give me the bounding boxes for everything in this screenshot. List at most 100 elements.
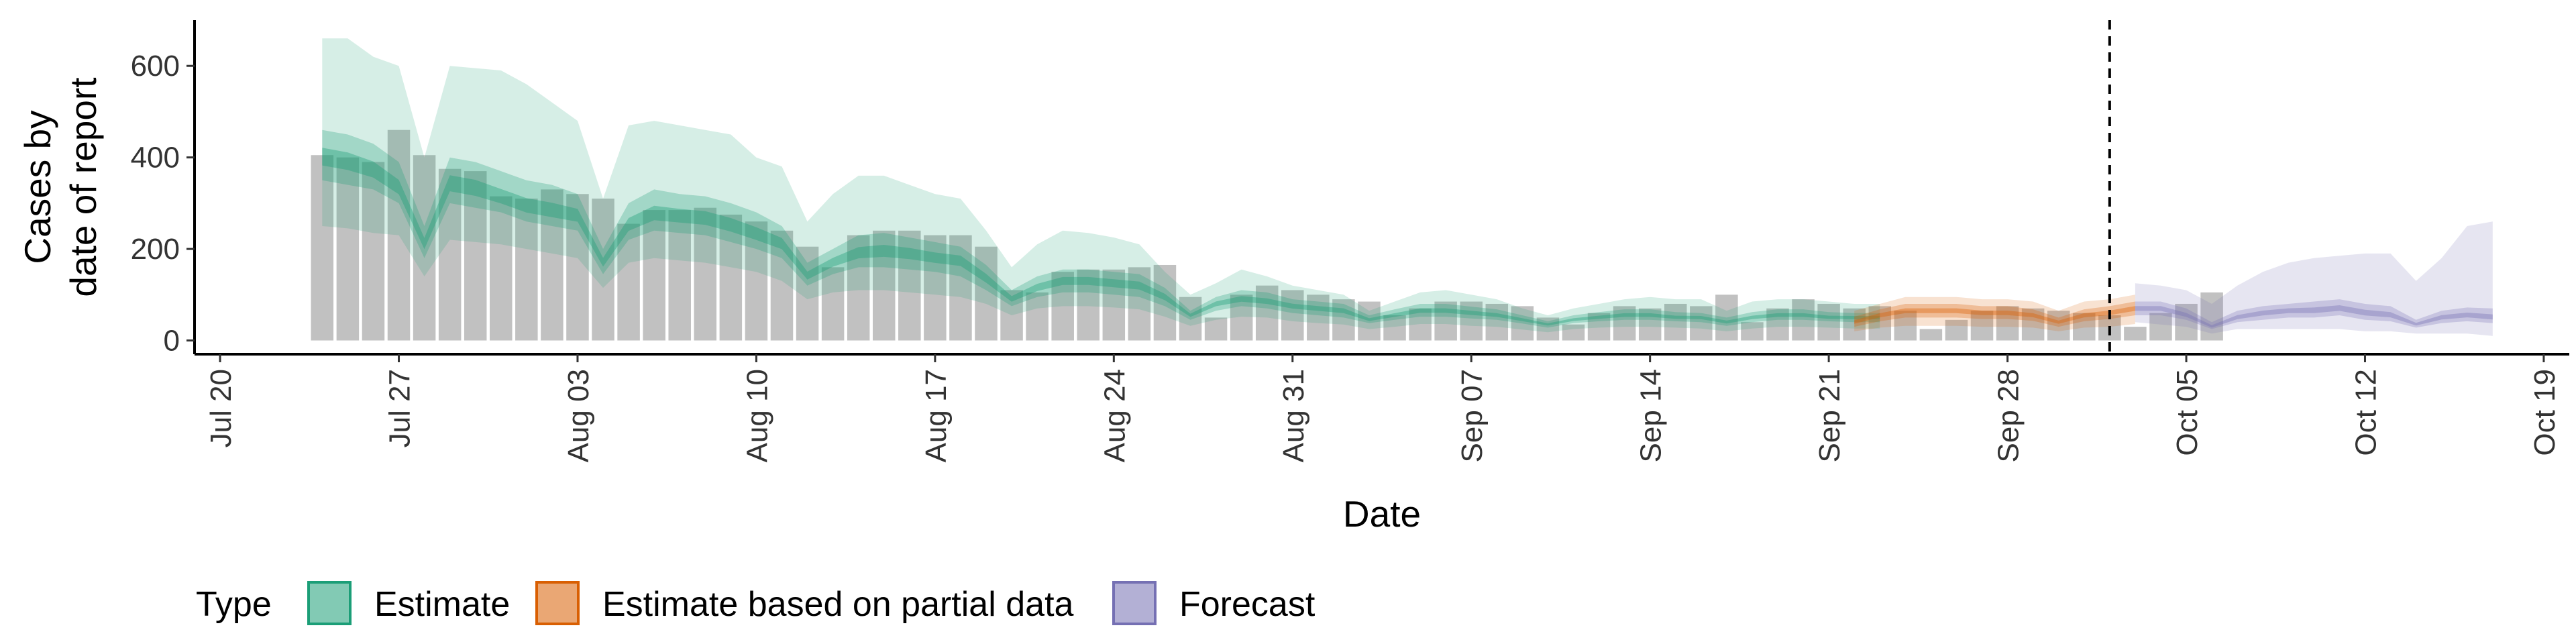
bar — [1051, 272, 1074, 341]
bar — [336, 157, 360, 341]
bar — [1000, 290, 1023, 341]
bar — [464, 171, 487, 341]
x-tick-label: Aug 17 — [920, 369, 953, 462]
bar — [821, 267, 845, 341]
bar — [541, 189, 564, 341]
bar — [745, 221, 768, 341]
x-tick-label: Oct 19 — [2528, 369, 2561, 456]
bar — [1715, 294, 1738, 341]
bar — [362, 162, 385, 341]
bar — [1664, 303, 1687, 341]
estimate-ribbon-90 — [322, 38, 1880, 333]
axes: 0 200 400 600 Jul 20 Jul 27 Aug 03 Aug 10 Aug 17… — [131, 20, 2569, 462]
estimate-ribbon-50 — [322, 129, 1880, 328]
bar — [1690, 306, 1713, 341]
bar — [2073, 313, 2096, 341]
bar — [643, 210, 665, 341]
x-tick-label: Aug 03 — [562, 369, 595, 462]
bar — [1638, 308, 1662, 341]
x-tick-label: Sep 28 — [1992, 369, 2025, 462]
bar — [1179, 297, 1202, 341]
x-tick-label: Oct 05 — [2171, 369, 2204, 456]
bar — [1919, 329, 1943, 341]
bar — [617, 223, 640, 341]
ribbons-layer — [322, 38, 2493, 336]
bar — [2175, 303, 2198, 341]
bar — [719, 214, 743, 341]
bar — [898, 230, 921, 341]
x-axis-title: Date — [1343, 493, 1421, 535]
y-tick-label: 600 — [131, 50, 180, 83]
legend-label: Estimate based on partial data — [602, 585, 1074, 624]
bar — [1460, 301, 1483, 341]
x-tick-label: Aug 10 — [741, 369, 773, 462]
legend-key — [535, 581, 580, 625]
legend-key — [307, 581, 352, 625]
y-tick-label: 400 — [131, 142, 180, 174]
bar — [1332, 299, 1355, 341]
x-tick-label: Jul 20 — [205, 369, 237, 447]
forecast-ribbon-20 — [2135, 305, 2493, 328]
bar — [490, 196, 513, 341]
bar — [387, 129, 411, 341]
bars-layer — [311, 129, 2223, 341]
estimate-based-on-partial-data-ribbon-90 — [1854, 294, 2135, 331]
x-tick-label: Sep 07 — [1456, 369, 1489, 462]
bar — [1128, 267, 1151, 341]
legend-label: Estimate — [374, 585, 510, 624]
legend-key — [1112, 581, 1157, 625]
x-tick-label: Oct 12 — [2349, 369, 2382, 456]
bar — [872, 230, 896, 341]
bar — [2124, 327, 2147, 341]
bar — [924, 235, 947, 341]
bar — [515, 199, 538, 341]
bar — [1434, 301, 1457, 341]
bar — [438, 168, 462, 341]
bar — [1996, 306, 2019, 341]
bar — [1970, 311, 1994, 341]
bar — [2047, 311, 2070, 341]
y-tick-label: 0 — [164, 325, 180, 358]
bar — [1868, 306, 1892, 341]
bar — [847, 235, 870, 341]
legend-title: Type — [196, 585, 272, 624]
bar — [1383, 315, 1406, 341]
bar — [1358, 301, 1381, 341]
bar — [1307, 294, 1330, 341]
bar — [1536, 317, 1560, 341]
x-tick-label: Jul 27 — [384, 369, 417, 447]
bar — [796, 246, 819, 341]
bar — [1409, 308, 1432, 341]
forecast-ribbon-50 — [2135, 299, 2493, 329]
estimate-based-on-partial-data-ribbon-20 — [1854, 306, 2135, 324]
bar — [1281, 290, 1304, 341]
bar — [2200, 292, 2223, 341]
bar — [1026, 292, 1049, 341]
bar — [770, 230, 794, 341]
bar — [2021, 308, 2045, 341]
bar — [1843, 308, 1866, 341]
legend-label: Forecast — [1179, 585, 1316, 624]
bar — [1894, 311, 1917, 341]
bar — [1613, 306, 1636, 341]
bar — [2149, 313, 2172, 341]
bar — [566, 194, 589, 341]
bar — [1562, 324, 1585, 341]
estimate-based-on-partial-data-ribbon-50 — [1854, 301, 2135, 327]
bar — [694, 207, 717, 341]
bar — [1077, 269, 1100, 341]
x-tick-label: Sep 14 — [1635, 369, 1668, 462]
bar — [1741, 322, 1764, 341]
bar — [1792, 299, 1815, 341]
bar — [1153, 264, 1177, 341]
bar — [1204, 317, 1228, 341]
forecast-ribbon-90 — [2135, 221, 2493, 336]
x-tick-label: Aug 24 — [1098, 369, 1131, 462]
bar — [1230, 294, 1253, 341]
bar — [592, 199, 614, 341]
bar — [1817, 303, 1840, 341]
x-tick-label: Sep 21 — [1813, 369, 1846, 462]
bar — [949, 235, 972, 341]
y-axis-title-line-1: Cases by — [17, 110, 58, 264]
